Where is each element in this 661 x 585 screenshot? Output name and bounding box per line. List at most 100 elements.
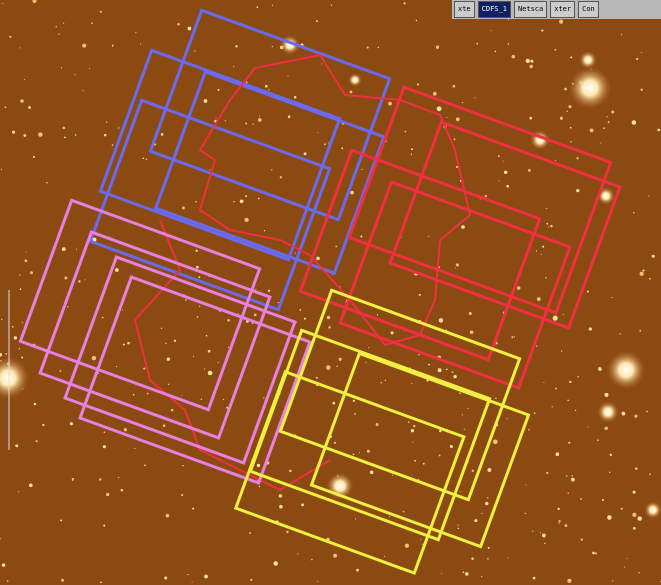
star xyxy=(570,56,573,59)
star xyxy=(529,116,532,120)
star xyxy=(418,354,420,356)
star xyxy=(438,454,441,457)
star xyxy=(82,43,87,48)
star xyxy=(436,106,442,112)
star xyxy=(461,225,465,229)
star xyxy=(413,424,416,428)
taskbar-button[interactable]: xter xyxy=(550,1,576,18)
star xyxy=(143,367,146,370)
star xyxy=(392,474,394,476)
star xyxy=(449,444,453,449)
star xyxy=(354,413,356,415)
star xyxy=(293,95,297,99)
star xyxy=(6,580,9,582)
star xyxy=(196,265,199,269)
star xyxy=(59,370,62,372)
star xyxy=(237,313,240,315)
star xyxy=(555,452,560,457)
star xyxy=(256,6,259,9)
star xyxy=(101,316,104,319)
star xyxy=(336,365,338,367)
star xyxy=(533,412,536,414)
star xyxy=(640,88,643,92)
star xyxy=(74,74,76,76)
star xyxy=(388,516,390,518)
star xyxy=(279,505,283,509)
star xyxy=(1,563,6,567)
star xyxy=(564,524,568,527)
star xyxy=(303,317,306,320)
star xyxy=(24,259,28,263)
star xyxy=(612,580,614,582)
star xyxy=(146,392,149,395)
star xyxy=(545,277,547,279)
star xyxy=(620,33,623,36)
star xyxy=(257,118,262,122)
star xyxy=(111,144,114,146)
star xyxy=(577,376,579,378)
star xyxy=(98,478,102,481)
star xyxy=(350,190,354,195)
star xyxy=(360,235,363,238)
star xyxy=(256,463,261,468)
star xyxy=(326,315,331,320)
star xyxy=(513,336,515,338)
star xyxy=(642,269,645,272)
star xyxy=(445,368,448,371)
star xyxy=(600,142,602,144)
star xyxy=(439,429,442,433)
taskbar-button[interactable]: xte xyxy=(454,1,475,18)
star xyxy=(416,83,420,86)
star xyxy=(203,99,208,103)
star xyxy=(259,115,261,117)
star xyxy=(217,88,220,91)
star xyxy=(542,533,546,538)
star xyxy=(532,576,536,580)
star xyxy=(485,501,489,506)
star xyxy=(554,159,556,161)
taskbar-button[interactable]: CDFS_1 xyxy=(477,1,511,18)
star xyxy=(428,363,430,366)
star xyxy=(106,492,110,497)
star xyxy=(525,58,530,64)
star xyxy=(23,78,26,81)
star xyxy=(257,197,260,200)
star xyxy=(187,573,189,576)
star xyxy=(632,512,637,517)
star xyxy=(404,130,407,133)
star xyxy=(196,316,199,318)
taskbar-button[interactable]: Con xyxy=(578,1,599,18)
star xyxy=(594,552,598,555)
star xyxy=(388,101,392,106)
star xyxy=(289,469,292,473)
star xyxy=(632,490,636,494)
star xyxy=(271,45,274,48)
taskbar-button[interactable]: Netsca xyxy=(513,1,548,18)
star xyxy=(639,329,642,332)
star xyxy=(287,115,291,119)
star xyxy=(559,116,563,120)
star xyxy=(64,136,66,139)
star xyxy=(209,169,211,171)
star xyxy=(207,370,213,376)
star xyxy=(462,571,465,574)
star xyxy=(604,392,609,397)
star xyxy=(245,81,248,84)
star xyxy=(657,128,661,132)
star xyxy=(607,515,612,520)
star xyxy=(606,116,608,118)
star xyxy=(411,382,413,385)
star xyxy=(648,195,650,197)
star xyxy=(361,168,363,170)
star xyxy=(4,106,7,109)
star xyxy=(264,84,268,88)
star xyxy=(507,43,510,45)
star xyxy=(61,578,65,582)
star xyxy=(454,267,456,269)
star xyxy=(160,327,163,330)
star xyxy=(244,217,249,223)
star xyxy=(279,176,283,179)
star xyxy=(13,336,18,340)
star xyxy=(324,143,326,146)
